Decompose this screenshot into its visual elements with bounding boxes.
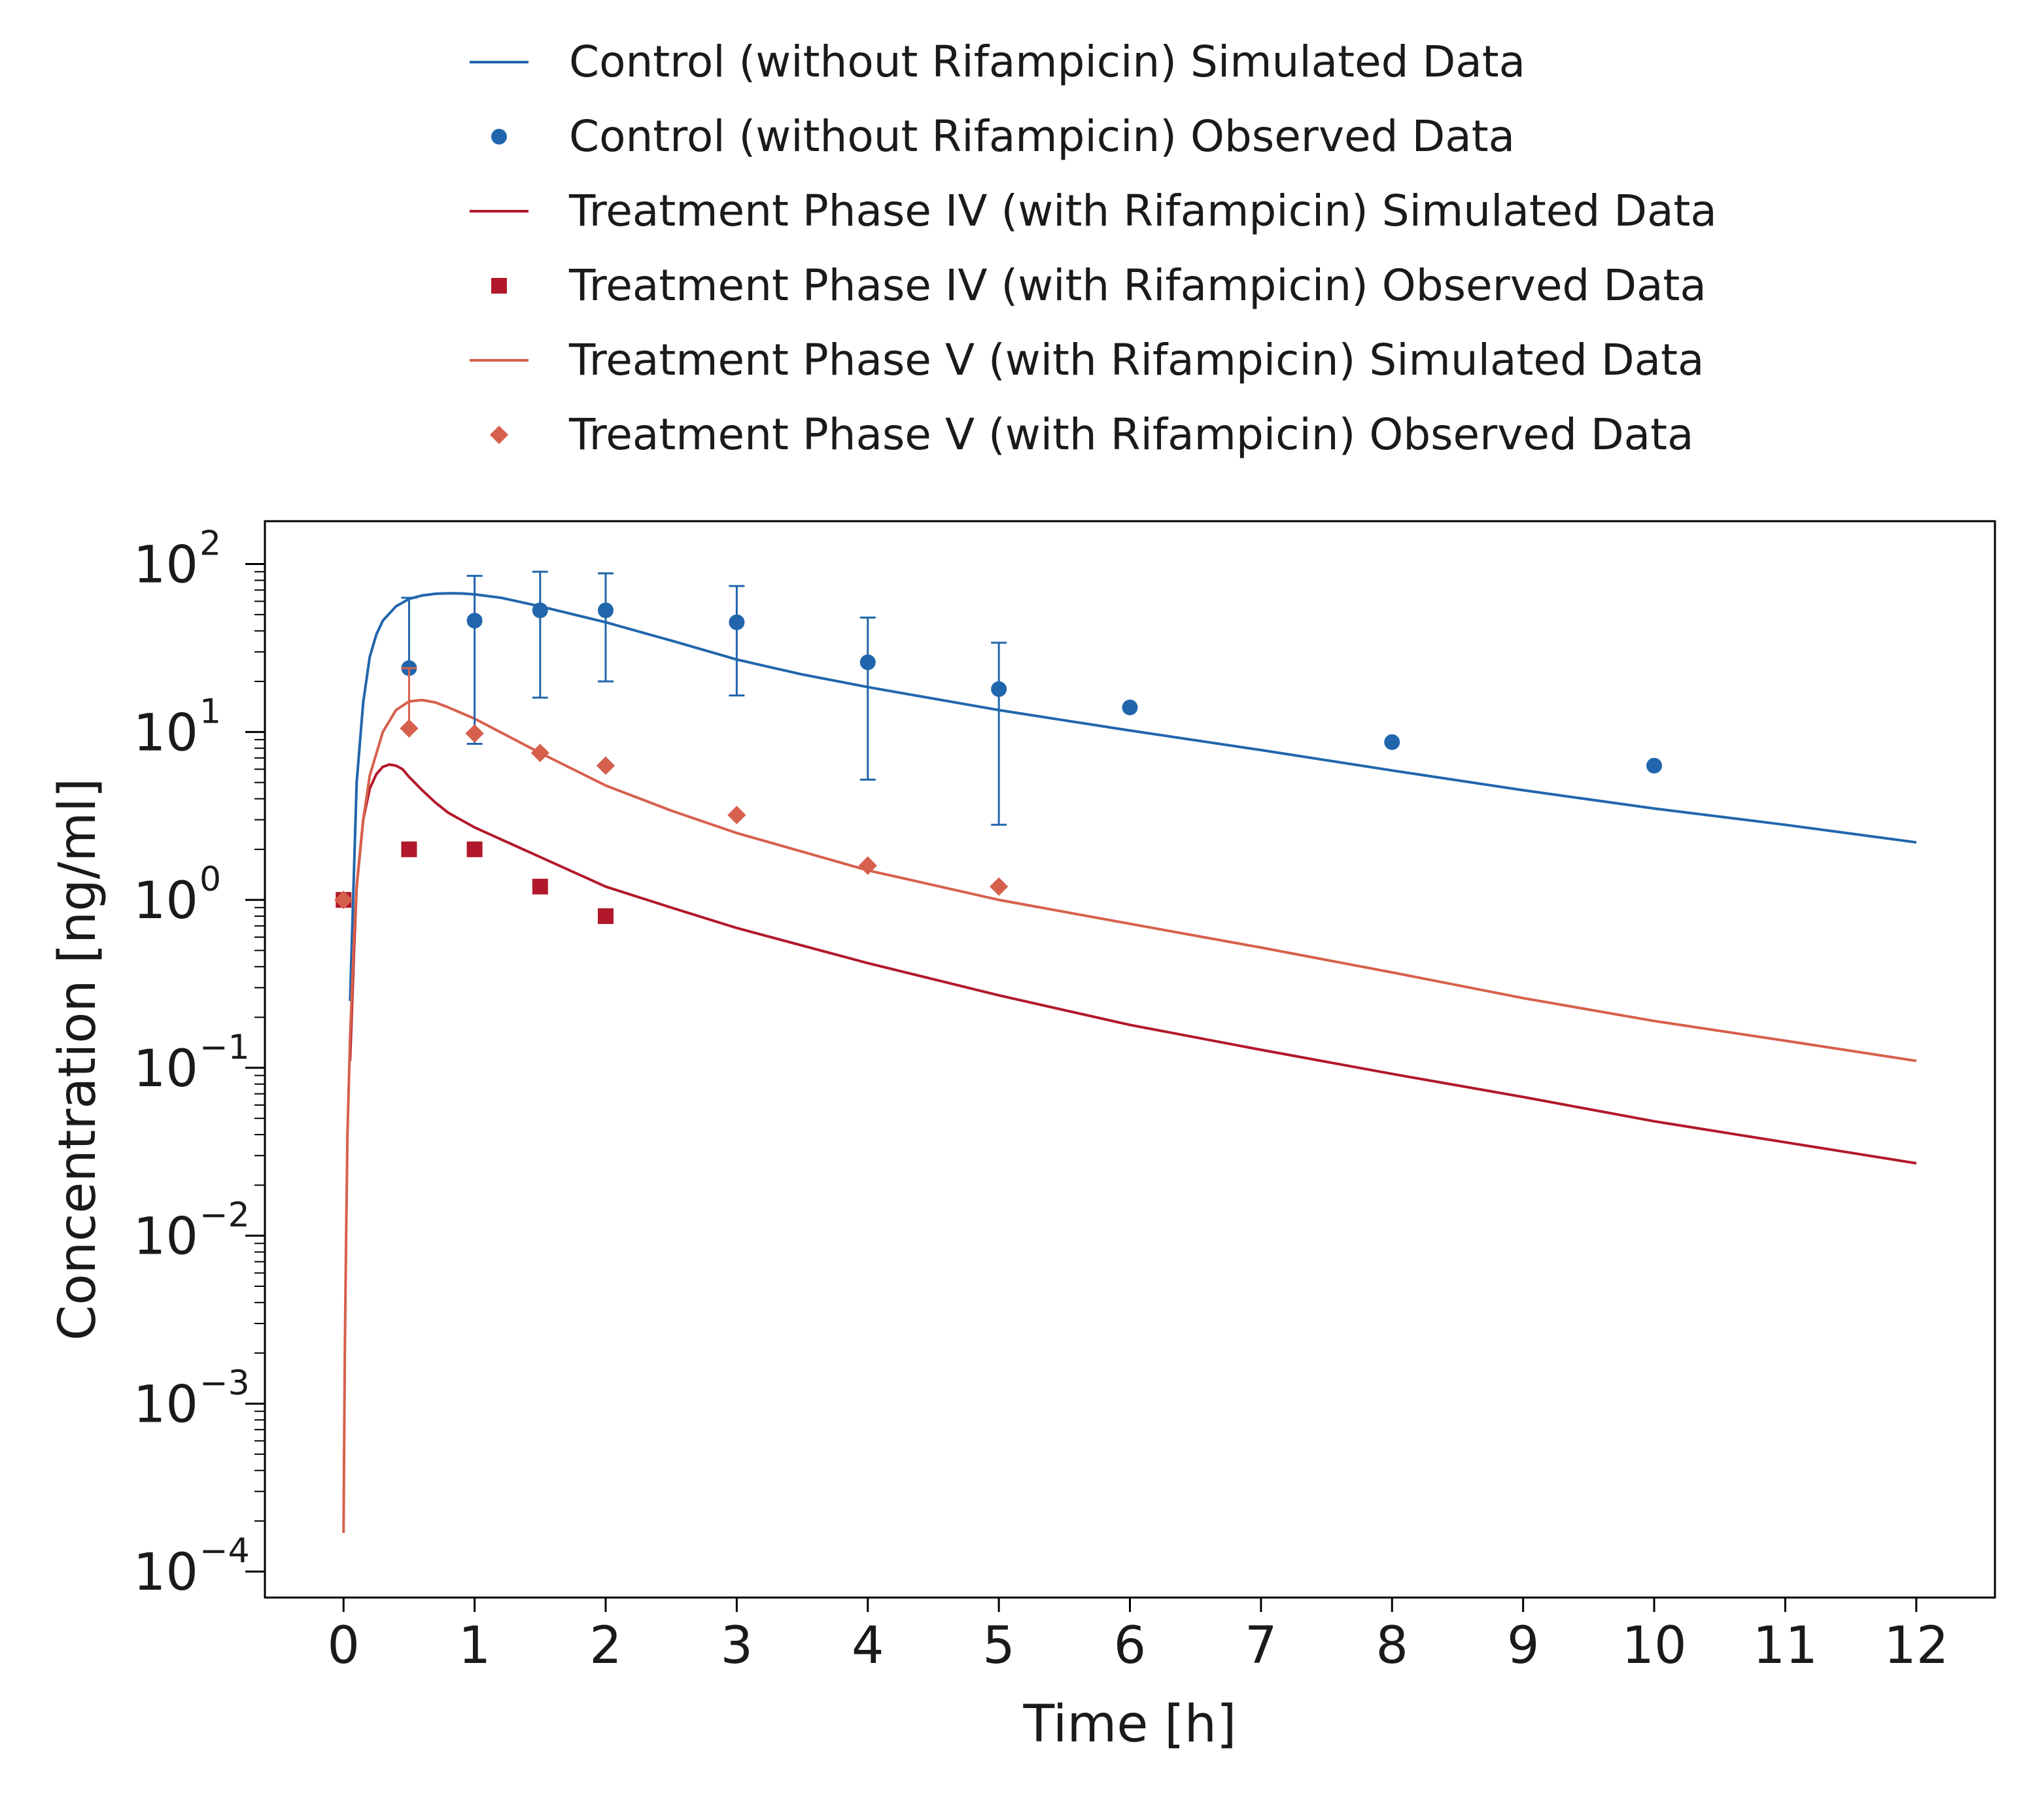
y-tick-exponent: 2 [199,524,221,564]
data-point [1646,757,1663,774]
y-tick-base: 10 [133,1040,198,1099]
data-point [596,756,615,775]
series-points-1 [401,570,1663,826]
y-tick-exponent: 1 [199,692,221,731]
y-tick-label: 10 [133,1208,198,1267]
y-tick-base: 10 [133,1375,198,1434]
x-tick-label: 12 [1884,1617,1949,1675]
y-tick-exponent: −1 [199,1028,250,1067]
data-point [859,654,876,670]
x-tick-label: 11 [1753,1617,1818,1675]
data-point [530,744,549,762]
x-tick-label: 7 [1245,1617,1277,1675]
y-tick-exponent: 0 [199,860,221,899]
y-tick-label: 10 [133,1040,198,1099]
x-tick-label: 2 [589,1617,622,1675]
y-tick-exponent: −4 [199,1532,250,1571]
y-tick-base: 10 [133,1208,198,1267]
y-tick-base: 10 [133,872,198,931]
y-tick-label: 10 [133,536,198,595]
data-point [597,908,614,924]
y-tick-label: 10 [133,872,198,931]
legend-item: Control (without Rifampicin) Simulated D… [470,37,1525,87]
plot-frame [264,520,1996,1599]
series-line-4 [342,698,1917,1533]
x-tick-label: 8 [1376,1617,1408,1675]
y-tick-exponent: −2 [199,1196,250,1235]
y-tick-base: 10 [133,1543,198,1602]
x-tick-label: 3 [721,1617,754,1675]
legend-label: Treatment Phase IV (with Rifampicin) Obs… [568,260,1706,311]
y-tick-label: 10 [133,1543,198,1602]
simulated-curve [349,592,1917,1001]
data-point [532,602,548,619]
series-points-5 [334,667,1009,910]
legend-item: Treatment Phase V (with Rifampicin) Obse… [489,409,1693,460]
data-point [466,613,483,629]
series-layer [334,570,1917,1533]
data-point [401,841,417,857]
x-tick-label: 1 [459,1617,491,1675]
data-point [400,719,419,738]
x-axis-label: Time [h] [1023,1695,1237,1754]
data-point [1122,699,1138,715]
legend-label: Control (without Rifampicin) Simulated D… [569,37,1525,87]
y-tick-base: 10 [133,536,198,595]
data-point [466,841,483,857]
legend-marker-swatch [489,425,509,445]
legend-item: Treatment Phase IV (with Rifampicin) Obs… [491,260,1706,311]
series-points-3 [336,841,614,924]
y-tick-exponent: −3 [199,1363,250,1403]
legend-item: Control (without Rifampicin) Observed Da… [491,111,1515,162]
data-point [989,877,1009,896]
data-point [597,602,614,619]
data-point [532,878,548,895]
data-point [729,614,745,630]
simulated-curve [342,698,1917,1533]
y-tick-base: 10 [133,704,198,762]
x-tick-label: 10 [1621,1617,1686,1675]
y-tick-label: 10 [133,704,198,762]
y-tick-label: 10 [133,1375,198,1434]
legend-label: Treatment Phase V (with Rifampicin) Simu… [568,335,1704,385]
legend-item: Treatment Phase IV (with Rifampicin) Sim… [470,186,1717,236]
data-point [858,856,877,875]
legend-item: Treatment Phase V (with Rifampicin) Simu… [470,335,1704,385]
legend-marker-swatch [491,278,507,294]
x-tick-label: 6 [1114,1617,1147,1675]
y-axis-label: Concentration [ng/ml] [48,778,107,1341]
x-axis: 0 1 2 3 4 5 6 7 8 9 10 11 12 [327,1598,1949,1675]
x-tick-label: 0 [327,1617,360,1675]
legend-marker-swatch [491,129,507,145]
data-point [991,681,1007,697]
x-tick-label: 4 [852,1617,884,1675]
data-point [334,890,353,910]
x-tick-label: 9 [1507,1617,1540,1675]
simulated-curve [349,763,1917,1165]
legend: Control (without Rifampicin) Simulated D… [470,37,1717,460]
data-point [465,724,484,743]
data-point [727,806,746,825]
x-tick-label: 5 [982,1617,1015,1675]
series-line-2 [349,763,1917,1165]
legend-label: Treatment Phase V (with Rifampicin) Obse… [568,409,1693,460]
legend-label: Treatment Phase IV (with Rifampicin) Sim… [568,186,1717,236]
series-line-0 [349,592,1917,1001]
data-point [1384,734,1400,750]
legend-label: Control (without Rifampicin) Observed Da… [569,111,1515,162]
